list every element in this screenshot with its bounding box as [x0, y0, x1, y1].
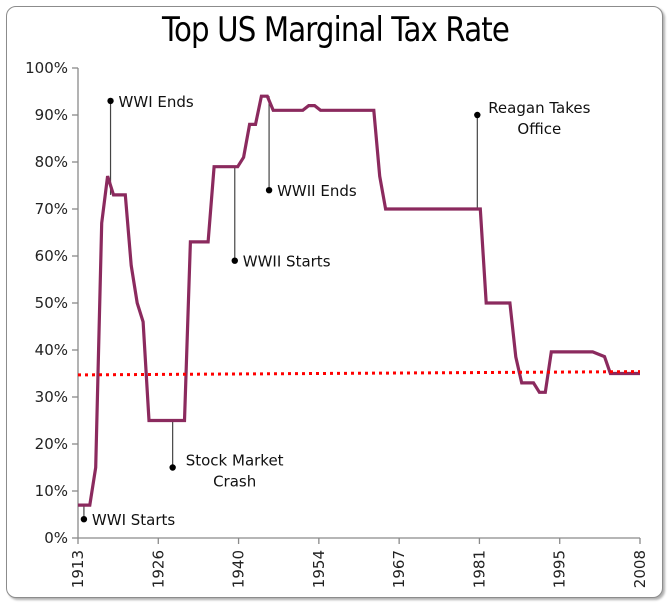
series-layer — [77, 94, 641, 507]
y-tick-label: 80% — [35, 153, 68, 171]
chart-title: Top US Marginal Tax Rate — [161, 10, 510, 50]
annotation-label: WWII Starts — [243, 253, 331, 271]
annotation-dot — [107, 97, 114, 105]
y-tick-label: 0% — [44, 529, 68, 547]
annotation-dot — [265, 187, 273, 194]
y-tick-label: 10% — [35, 482, 68, 500]
y-tick-label: 50% — [35, 294, 68, 312]
annotation-dot — [474, 111, 481, 119]
y-tick-label: 40% — [35, 341, 68, 359]
annotations: WWI Starts WWI Ends Stock Market Crash WWII … — [80, 93, 591, 529]
tax-rate-line — [78, 94, 640, 507]
x-tick-label: 2008 — [631, 550, 649, 588]
y-tick-label: 70% — [35, 200, 68, 218]
annotation-label: WWI Ends — [119, 93, 194, 111]
chart-frame — [6, 6, 663, 598]
x-tick-label: 1913 — [69, 550, 87, 588]
y-tick-label: 20% — [35, 435, 68, 453]
y-tick-label: 60% — [35, 247, 68, 265]
annotation-label: Reagan Takes — [488, 99, 590, 117]
x-tick-label: 1995 — [551, 550, 569, 588]
y-tick-label: 100% — [25, 59, 68, 77]
annotation-dot — [169, 464, 176, 471]
x-tick-label: 1954 — [310, 550, 328, 588]
x-tick-label: 1926 — [149, 550, 167, 588]
annotation-label: Stock Market — [186, 452, 284, 470]
reference-dotted-line — [77, 370, 641, 377]
x-tick-label: 1940 — [230, 550, 248, 588]
annotation-label: Office — [517, 120, 561, 138]
annotation-label: WWII Ends — [277, 182, 357, 200]
y-tick-label: 90% — [35, 106, 68, 124]
axes: 0% 10% 20% 30% 40% 50% 60% 70% 80% 90% 100% 1913 192… — [25, 59, 649, 588]
annotation-dot — [80, 516, 88, 523]
annotation-label: WWI Starts — [92, 511, 175, 529]
annotation-dot — [231, 257, 238, 264]
x-tick-label: 1967 — [390, 550, 408, 588]
annotation-label: Crash — [213, 473, 256, 491]
y-tick-label: 30% — [35, 388, 68, 406]
x-tick-label: 1981 — [470, 550, 488, 588]
